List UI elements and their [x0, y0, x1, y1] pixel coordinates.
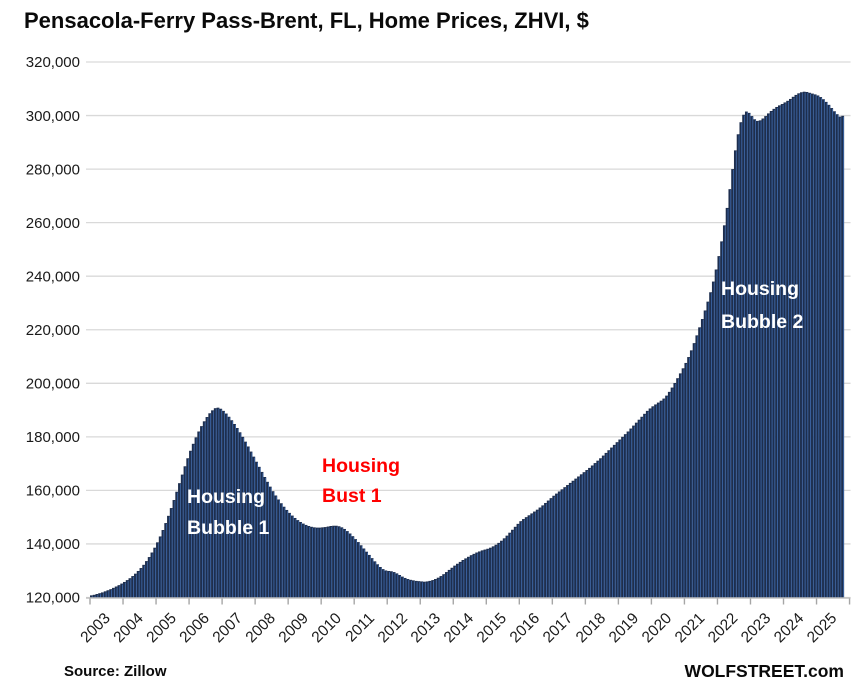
- x-tick-label: 2009: [276, 610, 312, 646]
- y-tick-label: 240,000: [26, 268, 80, 285]
- x-tick-label: 2022: [705, 610, 741, 646]
- x-tick-label: 2005: [143, 610, 179, 646]
- x-tick-label: 2025: [804, 610, 840, 646]
- y-tick-label: 320,000: [26, 54, 80, 71]
- x-tick-label: 2006: [176, 610, 212, 646]
- y-tick-label: 260,000: [26, 215, 80, 232]
- annotation-housing-bubble-2: Housing: [721, 278, 799, 300]
- x-tick-label: 2019: [606, 610, 642, 646]
- x-tick-label: 2011: [342, 610, 378, 646]
- annotation-housing-bust-1: Housing: [322, 455, 400, 477]
- x-tick-label: 2012: [375, 610, 411, 646]
- y-tick-label: 140,000: [26, 536, 80, 553]
- y-tick-label: 220,000: [26, 322, 80, 339]
- y-tick-label: 300,000: [26, 108, 80, 125]
- x-tick-label: 2021: [672, 610, 708, 646]
- x-tick-label: 2017: [540, 610, 576, 646]
- annotation-housing-bubble-1: Housing: [187, 486, 265, 508]
- x-tick-label: 2024: [771, 610, 808, 647]
- x-tick-label: 2008: [243, 610, 279, 646]
- x-tick-label: 2007: [210, 610, 246, 646]
- x-tick-label: 2016: [507, 610, 543, 646]
- x-tick-label: 2014: [441, 610, 478, 647]
- y-tick-label: 200,000: [26, 376, 80, 393]
- annotation-housing-bubble-1: Bubble 1: [187, 517, 269, 539]
- x-tick-label: 2018: [573, 610, 609, 646]
- chart-title: Pensacola-Ferry Pass-Brent, FL, Home Pri…: [24, 8, 589, 33]
- y-tick-label: 120,000: [26, 590, 80, 607]
- y-tick-label: 180,000: [26, 429, 80, 446]
- wolfstreet-watermark: WOLFSTREET.com: [684, 661, 844, 681]
- source-label: Source: Zillow: [64, 663, 167, 680]
- x-tick-label: 2020: [639, 610, 676, 647]
- x-tick-label: 2023: [738, 610, 774, 646]
- y-tick-label: 160,000: [26, 483, 80, 500]
- annotation-housing-bubble-2: Bubble 2: [721, 311, 803, 333]
- annotation-housing-bust-1: Bust 1: [322, 485, 382, 507]
- x-tick-label: 2004: [110, 610, 147, 647]
- x-tick-label: 2015: [474, 610, 510, 646]
- x-tick-label: 2010: [309, 610, 346, 647]
- y-tick-label: 280,000: [26, 161, 80, 178]
- x-tick-label: 2003: [77, 610, 113, 646]
- x-tick-label: 2013: [408, 610, 444, 646]
